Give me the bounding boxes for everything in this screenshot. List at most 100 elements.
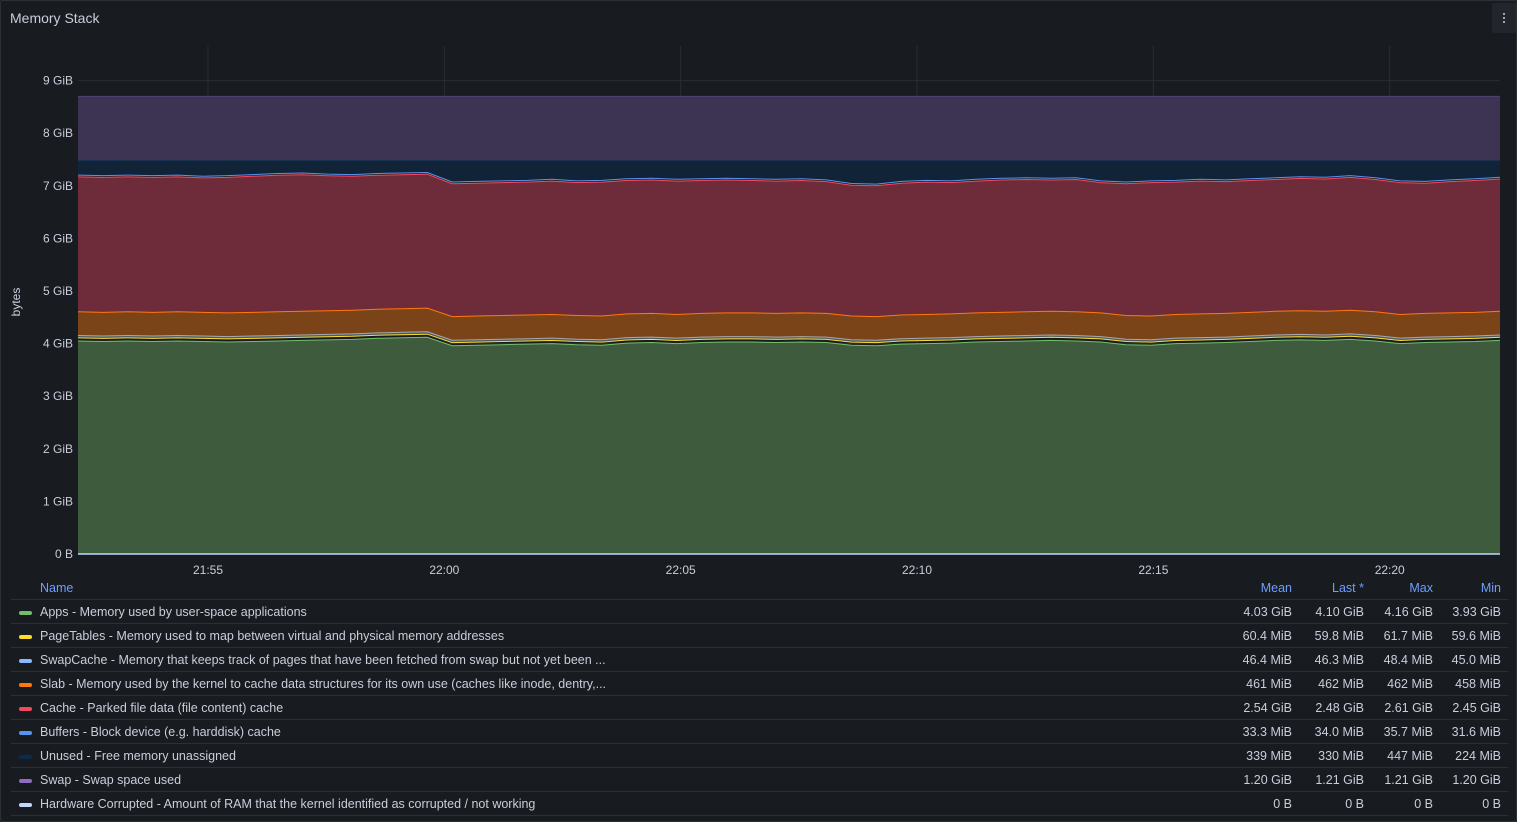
series-color-swatch bbox=[19, 779, 32, 783]
series-last: 4.10 GiB bbox=[1315, 605, 1364, 619]
series-color-swatch bbox=[19, 611, 32, 615]
series-mean: 33.3 MiB bbox=[1242, 725, 1292, 739]
series-name[interactable]: Cache - Parked file data (file content) … bbox=[40, 701, 284, 715]
series-min: 31.6 MiB bbox=[1451, 725, 1501, 739]
legend-header: Name Mean Last * Max Min bbox=[11, 577, 1508, 600]
series-name[interactable]: Slab - Memory used by the kernel to cach… bbox=[40, 677, 607, 691]
panel-title: Memory Stack bbox=[10, 10, 100, 26]
y-tick-label: 0 B bbox=[55, 547, 73, 561]
legend-table: Name Mean Last * Max Min Apps - Memory u… bbox=[11, 577, 1508, 816]
series-mean: 60.4 MiB bbox=[1242, 629, 1292, 643]
series-last: 34.0 MiB bbox=[1314, 725, 1364, 739]
series-color-swatch bbox=[19, 707, 32, 711]
legend-row[interactable]: PageTables - Memory used to map between … bbox=[11, 624, 1508, 648]
series-max: 447 MiB bbox=[1387, 749, 1433, 763]
legend-row[interactable]: Unused - Free memory unassigned 339 MiB 33… bbox=[11, 744, 1508, 768]
series-last: 462 MiB bbox=[1318, 677, 1364, 691]
series-name[interactable]: Hardware Corrupted - Amount of RAM that … bbox=[40, 797, 536, 811]
series-name[interactable]: Unused - Free memory unassigned bbox=[40, 749, 236, 763]
series-last: 46.3 MiB bbox=[1314, 653, 1364, 667]
series-color-swatch bbox=[19, 683, 32, 687]
series-last: 2.48 GiB bbox=[1315, 701, 1364, 715]
series-name[interactable]: Swap - Swap space used bbox=[40, 773, 182, 787]
series-mean: 461 MiB bbox=[1246, 677, 1292, 691]
series-min: 0 B bbox=[1482, 797, 1501, 811]
y-tick-label: 9 GiB bbox=[43, 74, 73, 88]
legend-header-name[interactable]: Name bbox=[40, 581, 74, 595]
legend-row[interactable]: Cache - Parked file data (file content) … bbox=[11, 696, 1508, 720]
legend-header-min[interactable]: Min bbox=[1480, 581, 1501, 595]
series-mean: 2.54 GiB bbox=[1243, 701, 1292, 715]
legend-row[interactable]: Slab - Memory used by the kernel to cach… bbox=[11, 672, 1508, 696]
series-max: 0 B bbox=[1414, 797, 1433, 811]
legend-row[interactable]: Apps - Memory used by user-space applica… bbox=[11, 600, 1508, 624]
y-tick-label: 8 GiB bbox=[43, 126, 73, 140]
pagetables-line bbox=[77, 333, 1501, 344]
series-max: 4.16 GiB bbox=[1384, 605, 1433, 619]
legend-header-max[interactable]: Max bbox=[1409, 581, 1433, 595]
x-tick-label: 22:20 bbox=[1375, 563, 1405, 577]
y-tick-label: 3 GiB bbox=[43, 389, 73, 403]
series-name[interactable]: SwapCache - Memory that keeps track of p… bbox=[40, 653, 606, 667]
series-max: 61.7 MiB bbox=[1383, 629, 1433, 643]
series-name[interactable]: Buffers - Block device (e.g. harddisk) c… bbox=[40, 725, 281, 739]
x-tick-label: 22:00 bbox=[429, 563, 459, 577]
y-tick-label: 5 GiB bbox=[43, 284, 73, 298]
series-last: 330 MiB bbox=[1318, 749, 1364, 763]
series-mean: 339 MiB bbox=[1246, 749, 1292, 763]
y-tick-label: 1 GiB bbox=[43, 494, 73, 508]
swapcache-line bbox=[77, 331, 1501, 341]
cache-line bbox=[77, 173, 1501, 187]
series-last: 59.8 MiB bbox=[1314, 629, 1364, 643]
series-last: 0 B bbox=[1345, 797, 1364, 811]
series-min: 2.45 GiB bbox=[1452, 701, 1501, 715]
legend-row[interactable]: Hardware Corrupted - Amount of RAM that … bbox=[11, 792, 1508, 816]
series-max: 1.21 GiB bbox=[1384, 773, 1433, 787]
series-mean: 0 B bbox=[1273, 797, 1292, 811]
series-mean: 46.4 MiB bbox=[1242, 653, 1292, 667]
apps-line bbox=[77, 336, 1501, 347]
legend-header-last[interactable]: Last * bbox=[1332, 581, 1364, 595]
x-tick-label: 21:55 bbox=[193, 563, 223, 577]
panel-menu-button[interactable] bbox=[1492, 3, 1516, 33]
series-color-swatch bbox=[19, 731, 32, 735]
series-mean: 1.20 GiB bbox=[1243, 773, 1292, 787]
legend-row[interactable]: SwapCache - Memory that keeps track of p… bbox=[11, 648, 1508, 672]
legend-rows: Apps - Memory used by user-space applica… bbox=[11, 600, 1508, 816]
cache-area bbox=[78, 174, 1500, 317]
series-max: 35.7 MiB bbox=[1383, 725, 1433, 739]
legend-header-mean[interactable]: Mean bbox=[1260, 581, 1292, 595]
series-min: 1.20 GiB bbox=[1452, 773, 1501, 787]
x-tick-label: 22:10 bbox=[902, 563, 932, 577]
buffers-line bbox=[77, 171, 1501, 185]
memory-stack-chart[interactable]: 0 B 1 GiB 2 GiB 3 GiB 4 GiB 5 GiB 6 GiB 7 GiB 8 … bbox=[1, 1, 1516, 581]
series-max: 462 MiB bbox=[1387, 677, 1433, 691]
series-name[interactable]: Apps - Memory used by user-space applica… bbox=[40, 605, 307, 619]
apps-area bbox=[78, 337, 1500, 554]
swap-area bbox=[78, 96, 1500, 161]
series-mean: 4.03 GiB bbox=[1243, 605, 1292, 619]
y-tick-label: 2 GiB bbox=[43, 442, 73, 456]
legend-row[interactable]: Buffers - Block device (e.g. harddisk) c… bbox=[11, 720, 1508, 744]
series-min: 3.93 GiB bbox=[1452, 605, 1501, 619]
series-color-swatch bbox=[19, 635, 32, 639]
slab-line bbox=[77, 307, 1501, 318]
series-max: 48.4 MiB bbox=[1383, 653, 1433, 667]
y-axis-label: bytes bbox=[9, 288, 23, 317]
x-tick-label: 22:05 bbox=[666, 563, 696, 577]
series-max: 2.61 GiB bbox=[1384, 701, 1433, 715]
series-name[interactable]: PageTables - Memory used to map between … bbox=[40, 629, 505, 643]
series-last: 1.21 GiB bbox=[1315, 773, 1364, 787]
y-tick-label: 6 GiB bbox=[43, 231, 73, 245]
series-color-swatch bbox=[19, 755, 32, 759]
series-min: 45.0 MiB bbox=[1451, 653, 1501, 667]
series-color-swatch bbox=[19, 659, 32, 663]
series-min: 458 MiB bbox=[1455, 677, 1501, 691]
unused-area bbox=[78, 160, 1500, 185]
y-tick-label: 7 GiB bbox=[43, 179, 73, 193]
x-tick-label: 22:15 bbox=[1138, 563, 1168, 577]
more-vertical-icon bbox=[1503, 13, 1505, 23]
y-tick-label: 4 GiB bbox=[43, 337, 73, 351]
legend-row[interactable]: Swap - Swap space used 1.20 GiB 1.21 GiB 1.… bbox=[11, 768, 1508, 792]
